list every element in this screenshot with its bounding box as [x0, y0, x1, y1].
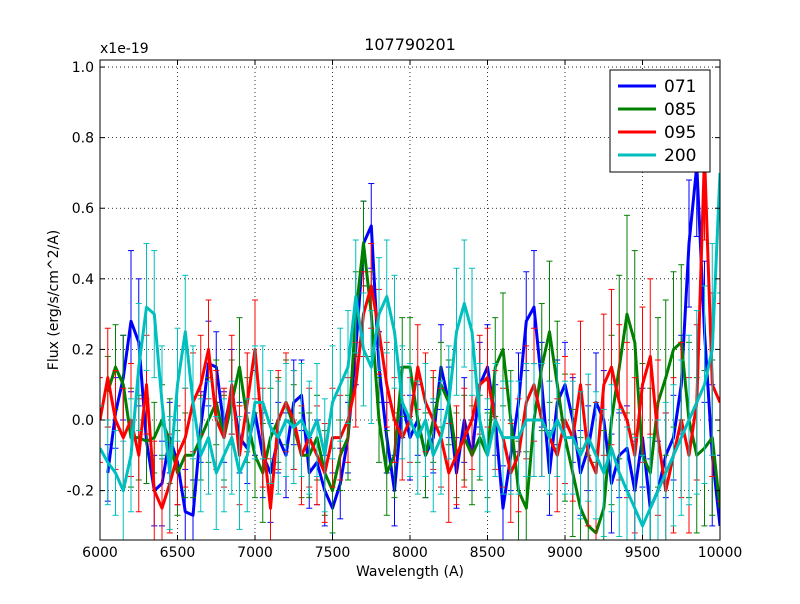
- x-tick-label: 8500: [470, 545, 506, 561]
- x-tick-label: 6500: [160, 545, 196, 561]
- y-tick-label: 0.6: [72, 201, 94, 217]
- chart-title: 107790201: [364, 35, 456, 54]
- legend-label-071: 071: [664, 77, 696, 97]
- series-200: [100, 60, 720, 540]
- x-tick-label: 8000: [392, 545, 428, 561]
- x-tick-label: 9500: [625, 545, 661, 561]
- y-tick-label: -0.2: [67, 484, 94, 500]
- x-tick-label: 9000: [547, 545, 583, 561]
- x-tick-label: 7000: [237, 545, 273, 561]
- legend-label-095: 095: [664, 123, 696, 143]
- y-axis-multiplier: x1e-19: [100, 41, 149, 57]
- y-tick-label: 1.0: [72, 60, 94, 76]
- y-tick-label: 0.2: [72, 342, 94, 358]
- y-tick-label: 0.8: [72, 131, 94, 147]
- y-tick-label: 0.0: [72, 413, 94, 429]
- data-layer: [100, 60, 720, 540]
- y-tick-label: 0.4: [72, 272, 94, 288]
- legend-label-085: 085: [664, 100, 696, 120]
- x-tick-label: 6000: [82, 545, 118, 561]
- legend-label-200: 200: [664, 146, 696, 166]
- axes-layer: 6000 6500 7000 7500 8000 8500 9000 9500 10000 -0.…: [67, 59, 743, 561]
- legend: 071 085 095 200: [609, 69, 711, 173]
- y-axis-title: Flux (erg/s/cm^2/A): [46, 230, 62, 370]
- series-line-200: [100, 172, 720, 528]
- x-tick-label: 7500: [315, 545, 351, 561]
- x-tick-label: 10000: [698, 545, 743, 561]
- x-axis-title: Wavelength (A): [356, 564, 464, 580]
